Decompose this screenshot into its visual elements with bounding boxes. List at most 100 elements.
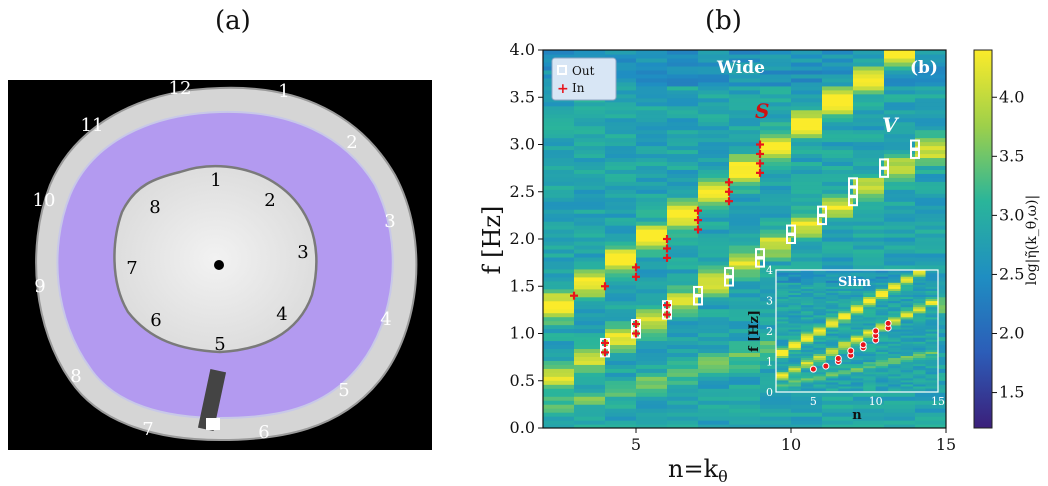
heatmap-cell (822, 356, 854, 361)
inset-heatmap-cell (813, 322, 827, 326)
heatmap-cell (791, 129, 823, 135)
heatmap-cell (822, 97, 854, 103)
heatmap-cell (636, 137, 668, 143)
inset-heatmap-cell (900, 308, 914, 312)
inset-heatmap-cell (776, 294, 790, 298)
heatmap-cell (574, 105, 606, 111)
inset-heatmap-cell (838, 288, 852, 291)
inset-heatmap-cell (850, 290, 864, 293)
heatmap-cell (791, 233, 823, 238)
heatmap-cell (760, 412, 792, 417)
heatmap-cell (667, 161, 699, 166)
inset-heatmap-cell (863, 296, 877, 300)
heatmap-cell (822, 384, 854, 389)
inset-heatmap-cell (925, 355, 938, 359)
heatmap-cell (915, 252, 946, 258)
heatmap-cell (667, 372, 699, 377)
inset-heatmap-cell (838, 272, 852, 275)
inset-heatmap-cell (825, 371, 839, 375)
heatmap-cell (667, 133, 699, 139)
inset-heatmap-cell (788, 371, 802, 375)
inset-heatmap-cell (888, 296, 902, 300)
heatmap-cell (543, 244, 575, 250)
inset-heatmap-cell (838, 310, 852, 314)
inset-heatmap-cell (813, 345, 827, 348)
inset-heatmap-cell (788, 326, 802, 330)
heatmap-cell (636, 233, 668, 238)
heatmap-cell (605, 380, 637, 385)
heatmap-cell (915, 412, 946, 417)
inset-heatmap-cell (813, 314, 827, 318)
heatmap-cell (760, 316, 792, 322)
heatmap-cell (574, 292, 606, 298)
heatmap-cell (636, 213, 668, 218)
heatmap-cell (543, 53, 575, 59)
inset-heatmap-cell (913, 377, 927, 381)
inset-heatmap-cell (850, 331, 864, 334)
heatmap-cell (822, 404, 854, 409)
inset-heatmap-cell (838, 286, 852, 289)
heatmap-cell (822, 380, 854, 385)
inset-heatmap-cell (788, 294, 802, 298)
inset-heatmap-cell (800, 278, 814, 281)
heatmap-cell (884, 324, 916, 330)
heatmap-cell (853, 65, 885, 71)
heatmap-cell (574, 197, 606, 202)
heatmap-cell (698, 109, 730, 115)
inset-heatmap-cell (776, 302, 790, 306)
heatmap-cell (915, 97, 946, 103)
inset-heatmap-cell (813, 361, 827, 365)
heatmap-cell (698, 97, 730, 103)
heatmap-cell (884, 213, 916, 218)
inset-heatmap-cell (825, 282, 839, 285)
inset-heatmap-cell (813, 274, 827, 277)
heatmap-cell (605, 177, 637, 182)
inset-heatmap-cell (913, 302, 927, 306)
inset-heatmap-cell (813, 341, 827, 344)
heatmap-cell (884, 344, 916, 350)
heatmap-cell (698, 260, 730, 266)
heatmap-cell (667, 424, 699, 428)
heatmap-cell (760, 356, 792, 361)
inset-heatmap-cell (788, 324, 802, 328)
heatmap-cell (667, 205, 699, 210)
inset-heatmap-cell (875, 353, 889, 356)
heatmap-cell (884, 300, 916, 306)
heatmap-cell (884, 348, 916, 353)
inset-heatmap-cell (863, 274, 877, 277)
heatmap-cell (760, 153, 792, 159)
heatmap-cell (791, 360, 823, 365)
inset-heatmap-cell (813, 333, 827, 336)
heatmap-cell (636, 201, 668, 206)
heatmap-cell (543, 252, 575, 258)
inset-heatmap-cell (788, 359, 802, 363)
heatmap-cell (915, 280, 946, 286)
heatmap-cell (729, 201, 761, 206)
inset-heatmap-cell (913, 381, 927, 385)
heatmap-cell (574, 372, 606, 377)
inset-heatmap-cell (900, 316, 914, 320)
inset-heatmap-cell (788, 286, 802, 289)
outer-number: 9 (34, 276, 45, 297)
inset-heatmap-cell (788, 355, 802, 359)
heatmap-cell (915, 81, 946, 87)
heatmap-cell (667, 388, 699, 393)
heatmap-cell (698, 380, 730, 385)
inset-heatmap-cell (800, 345, 814, 348)
heatmap-cell (822, 133, 854, 139)
heatmap-cell (853, 392, 885, 397)
heatmap-cell (791, 404, 823, 409)
inset-heatmap-cell (925, 298, 938, 302)
inset-heatmap-cell (888, 333, 902, 336)
heatmap-cell (543, 296, 575, 302)
heatmap-cell (822, 252, 854, 258)
inset-heatmap-cell (825, 278, 839, 281)
heatmap-cell (884, 217, 916, 222)
heatmap-cell (791, 280, 823, 286)
heatmap-cell (791, 61, 823, 67)
inset-heatmap-cell (925, 347, 938, 350)
heatmap-cell (884, 416, 916, 421)
heatmap-cell (822, 137, 854, 143)
inset-heatmap-cell (800, 367, 814, 371)
heatmap-cell (884, 336, 916, 342)
